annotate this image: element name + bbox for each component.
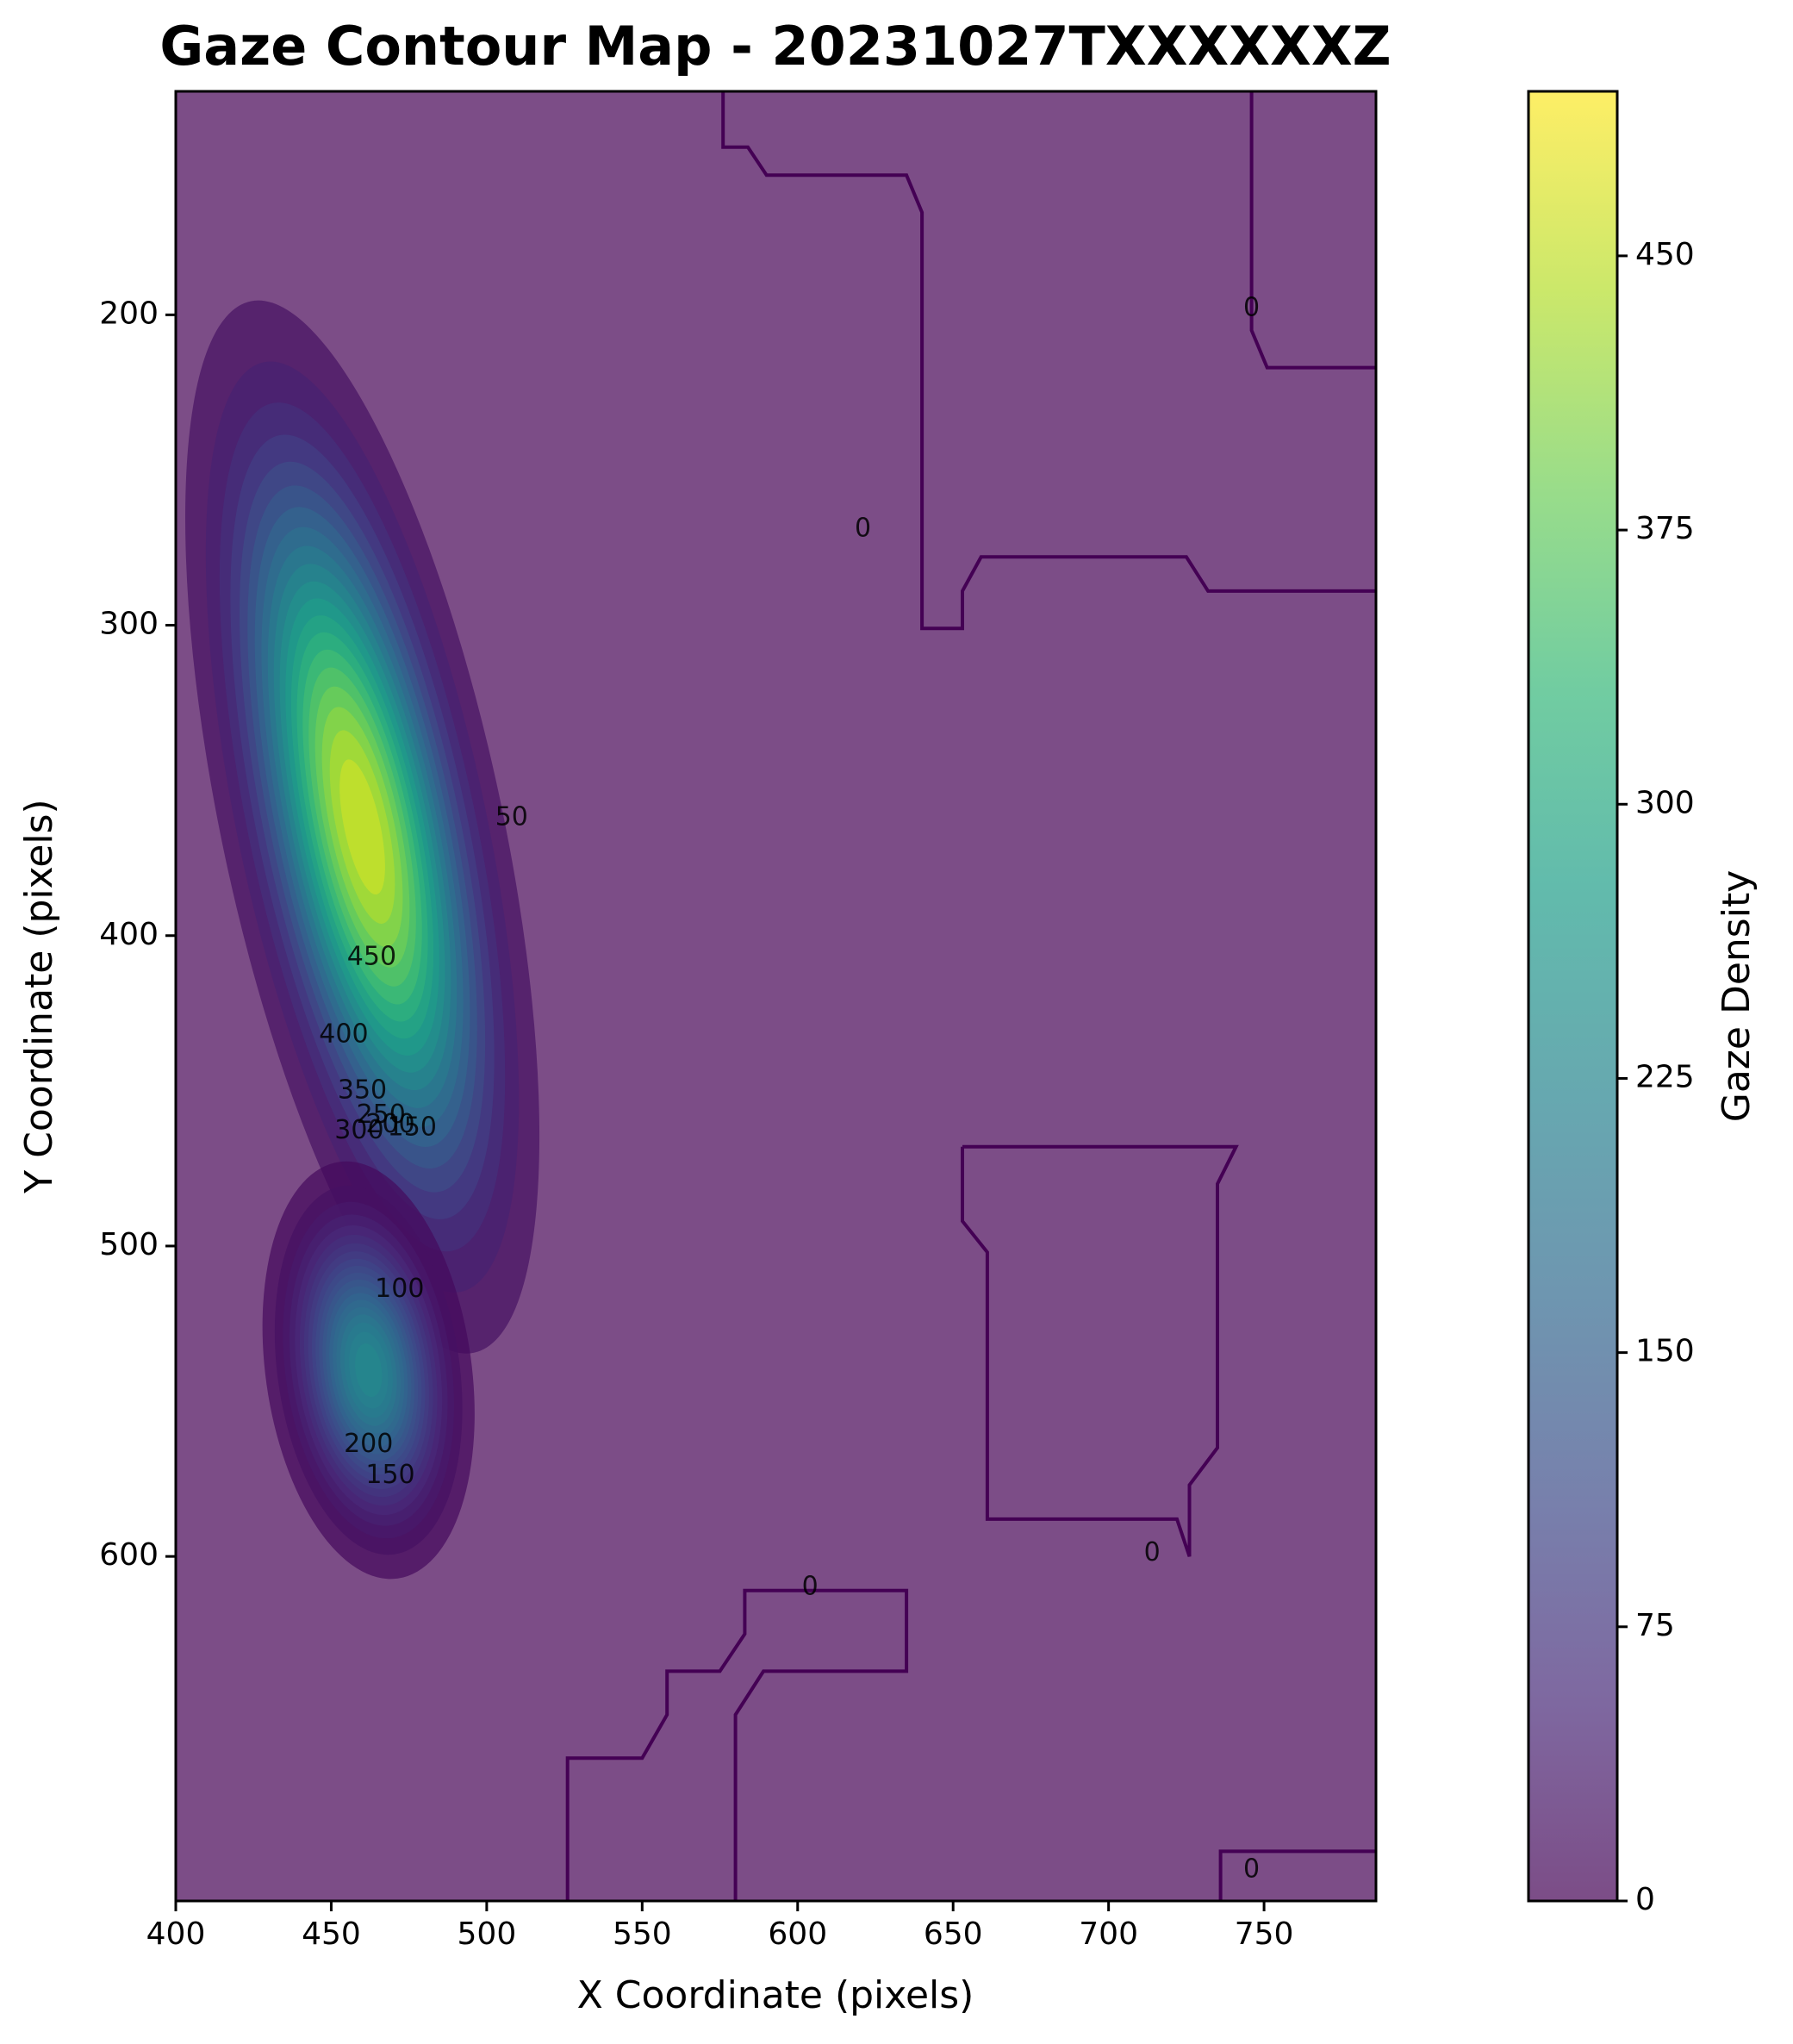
y-tick-label: 600 [99,1537,159,1573]
contour-label: 0 [1243,293,1260,323]
contour-label: 200 [365,1109,414,1139]
contour-label: 100 [375,1274,424,1304]
zero-contours [565,91,1376,1901]
y-axis-ticks: 200 300 400 500 600 [99,296,176,1573]
contour-label: 0 [802,1572,819,1602]
zero-contour-line [721,91,1376,631]
colorbar-label: Gaze Density [1715,870,1759,1123]
contour-label: 150 [365,1460,414,1490]
colorbar-tick-label: 75 [1635,1608,1675,1643]
contour-label: 0 [1144,1537,1161,1567]
x-axis-ticks: 400 450 500 550 600 650 700 750 [146,1901,1294,1952]
contour-label: 50 [495,801,528,832]
y-tick-label: 300 [99,607,159,642]
colorbar-gradient [1528,91,1617,1901]
y-tick-label: 500 [99,1227,159,1262]
colorbar-tick-label: 225 [1635,1059,1695,1094]
contour-label: 450 [347,942,396,972]
x-tick-label: 500 [458,1916,517,1952]
colorbar-frame [1527,90,1619,1903]
x-axis-label: X Coordinate (pixels) [577,1973,974,2017]
x-tick-label: 600 [768,1916,827,1952]
density-band [339,759,385,895]
contour-label: 0 [1243,1854,1260,1885]
colorbar-tick-label: 0 [1635,1882,1655,1917]
contour-label: 400 [319,1019,368,1050]
density-band [354,1343,383,1398]
y-axis-label: Y Coordinate (pixels) [17,799,61,1193]
colorbar-tick-label: 300 [1635,785,1695,820]
zero-contour-line [961,1144,1239,1557]
colorbar-ticks: 0 75 150 225 300 375 450 [1617,237,1695,1917]
x-tick-label: 450 [302,1916,361,1952]
colorbar-tick-label: 450 [1635,237,1695,272]
contour-label: 0 [855,513,871,543]
contour-label: 150 [388,1112,437,1143]
x-tick-label: 550 [613,1916,672,1952]
contour-label: 250 [357,1100,406,1130]
x-tick-label: 700 [1079,1916,1138,1952]
zero-contour-line [1218,1849,1376,1901]
colorbar-tick-label: 150 [1635,1334,1695,1369]
colorbar-tick-label: 375 [1635,511,1695,546]
chart-title: Gaze Contour Map - 20231027TXXXXXXZ [159,15,1391,78]
zero-contour-line [565,1588,909,1901]
contour-label: 300 [334,1115,383,1145]
x-tick-label: 750 [1235,1916,1294,1952]
plot-frame [174,90,1378,1903]
zero-contour-line [1249,91,1376,370]
density-layer [185,300,540,1580]
contour-label: 200 [344,1429,393,1459]
y-tick-label: 400 [99,917,159,952]
contour-label: 350 [338,1075,387,1105]
x-tick-label: 650 [924,1916,983,1952]
colorbar: 0 75 150 225 300 375 450 Gaze Density [1527,90,1759,1917]
y-tick-label: 200 [99,296,159,331]
x-tick-label: 400 [146,1916,206,1952]
